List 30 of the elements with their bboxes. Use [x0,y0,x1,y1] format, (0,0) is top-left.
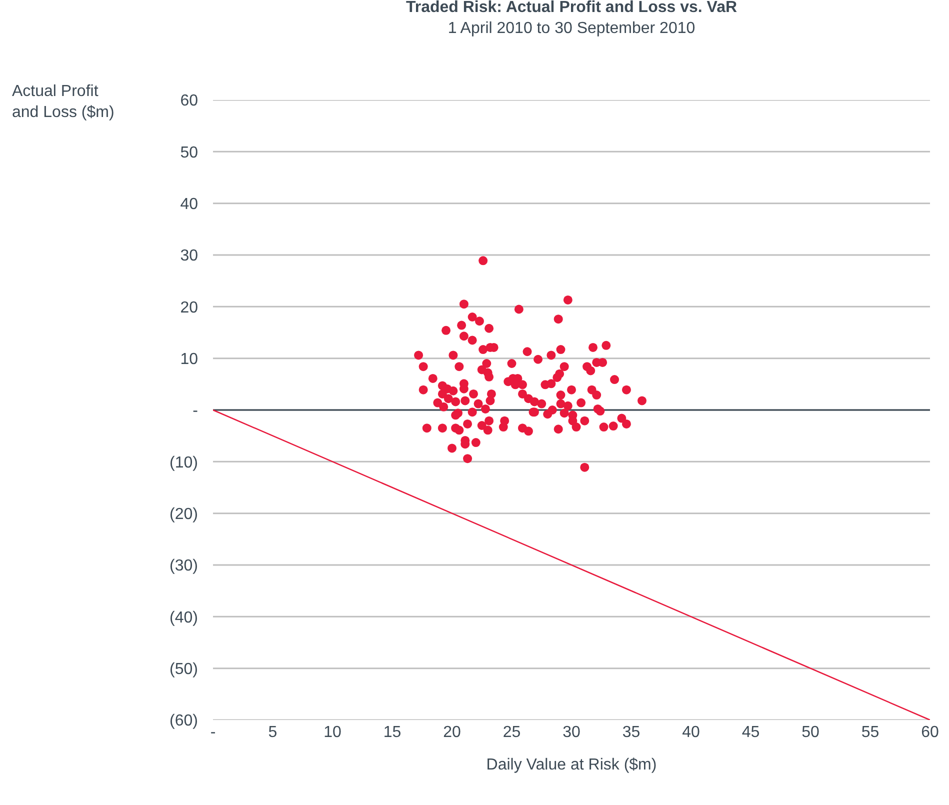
x-tick-label: 15 [383,724,402,741]
x-tick-label: 50 [802,724,820,741]
y-tick-label: 40 [180,196,198,213]
y-tick-label: (60) [170,712,198,730]
chart-title: Traded Risk: Actual Profit and Loss vs. VaR [406,0,738,16]
y-tick-label: (30) [170,558,198,575]
x-tick-label: 20 [443,724,461,741]
x-tick-label: 60 [921,724,939,741]
x-tick-label: 55 [861,724,880,741]
x-tick-label: 10 [324,724,342,741]
x-tick-label: 45 [742,724,760,741]
x-tick-label: 5 [268,724,278,741]
y-tick-label: 30 [180,248,198,265]
chart-subtitle: 1 April 2010 to 30 September 2010 [448,20,696,37]
y-tick-label: (40) [170,609,198,626]
y-tick-label: 10 [180,350,198,368]
y-tick-label: 50 [180,144,198,162]
y-tick-label: - [192,402,198,420]
x-tick-label: - [210,724,216,741]
x-tick-label: 35 [622,724,640,741]
x-tick-label: 30 [562,724,580,741]
y-tick-label: (20) [170,506,198,523]
y-axis-title: Actual Profit and Loss ($m) [12,83,114,121]
y-tick-label: (50) [170,660,198,678]
y-tick-label: 60 [180,92,198,110]
x-axis-title: Daily Value at Risk ($m) [486,756,657,774]
x-tick-label: 25 [502,724,521,741]
y-tick-label: 20 [180,299,198,316]
y-tick-label: (10) [170,454,198,472]
x-tick-label: 40 [682,724,700,741]
